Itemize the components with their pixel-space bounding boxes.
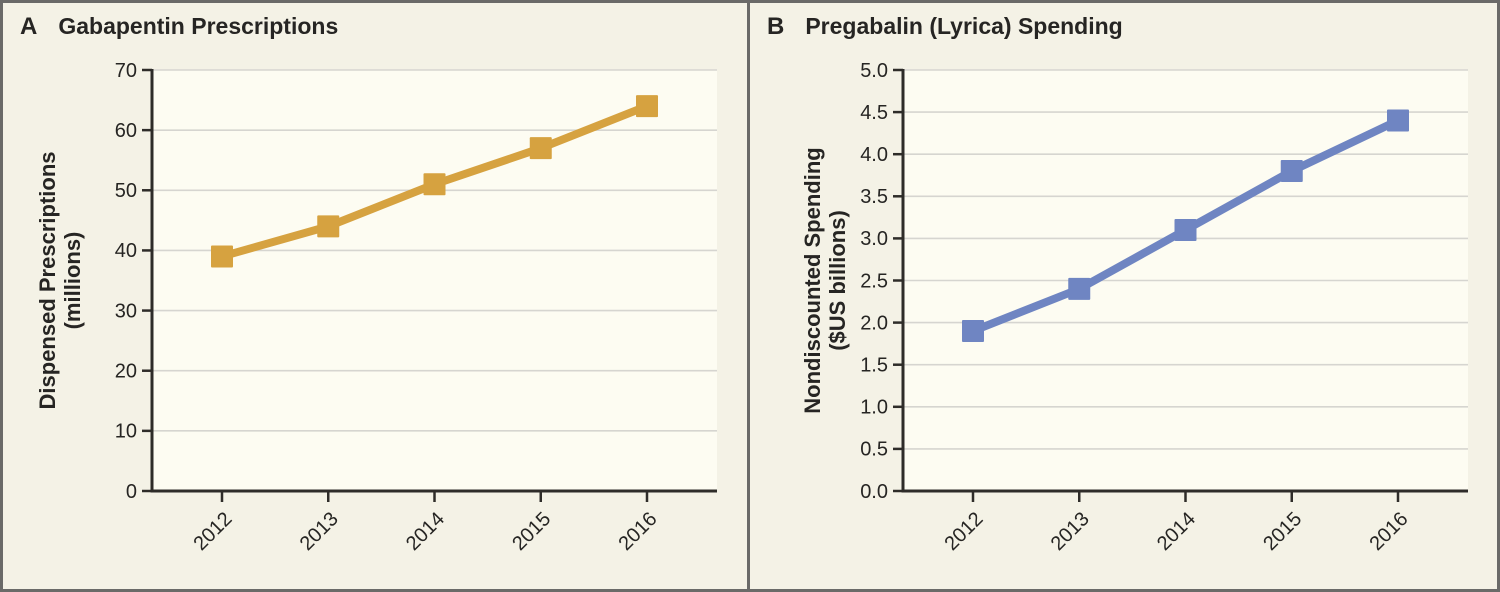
y-axis-label: Nondiscounted Spending($US billions) [800, 147, 850, 413]
panel-b-letter: B [767, 13, 785, 40]
x-tick-label: 2015 [1259, 508, 1306, 555]
panel-pregabalin-spending: B Pregabalin (Lyrica) Spending 0.0 0.5 1.0… [750, 3, 1497, 589]
y-tick-label: 10 [115, 421, 137, 443]
x-tick-label: 2013 [1047, 508, 1094, 555]
line-chart-pregabalin: 0.0 0.5 1.0 1.5 2.0 2.5 3.0 3.5 4.0 4.5 5.0 2012 201… [800, 60, 1468, 555]
data-point-marker [1174, 218, 1197, 241]
line-chart-gabapentin: 0 10 20 30 40 50 60 70 2012 2013 2014 2015 2016 Dispe… [35, 60, 717, 555]
x-tick-label: 2016 [615, 508, 662, 555]
panel-a-title: A Gabapentin Prescriptions [20, 13, 338, 41]
panel-divider [747, 3, 750, 589]
data-point-marker [1068, 277, 1091, 300]
x-tick-label: 2012 [941, 508, 988, 555]
panel-a-heading: Gabapentin Prescriptions [58, 13, 339, 39]
panel-gabapentin-prescriptions: A Gabapentin Prescriptions 0 10 20 30 40 50 60… [3, 3, 747, 589]
panel-b-title: B Pregabalin (Lyrica) Spending [767, 13, 1123, 41]
y-tick-label: 2.0 [860, 312, 888, 334]
y-tick-label: 5.0 [860, 60, 888, 82]
data-point-marker [529, 137, 552, 160]
panel-b-heading: Pregabalin (Lyrica) Spending [805, 13, 1123, 39]
y-tick-label: 2.5 [860, 270, 888, 292]
y-axis-label: Dispensed Prescriptions(millions) [35, 152, 85, 410]
y-tick-label: 3.0 [860, 228, 888, 250]
data-point-marker [1387, 109, 1409, 132]
x-tick-label: 2014 [1153, 508, 1200, 555]
x-tick-label: 2013 [296, 508, 343, 555]
y-tick-label: 4.5 [860, 102, 888, 124]
y-tick-label: 70 [115, 60, 137, 82]
data-point-marker [423, 173, 446, 196]
data-point-marker [317, 215, 340, 238]
y-tick-label: 0.5 [860, 439, 888, 461]
y-tick-label: 30 [115, 300, 137, 322]
x-tick-label: 2014 [402, 508, 449, 555]
x-tick-label: 2016 [1366, 508, 1413, 555]
plot-area [152, 70, 717, 491]
data-point-marker [962, 320, 984, 343]
x-tick-label: 2012 [190, 508, 237, 555]
y-tick-label: 4.0 [860, 144, 888, 166]
data-point-marker [211, 245, 233, 268]
x-tick-label: 2015 [508, 508, 555, 555]
panel-a-letter: A [20, 13, 38, 40]
y-tick-label: 20 [115, 361, 137, 383]
y-tick-label: 50 [115, 180, 137, 202]
y-tick-label: 1.0 [860, 397, 888, 419]
y-tick-label: 40 [115, 240, 137, 262]
data-point-marker [1280, 160, 1303, 183]
y-tick-label: 60 [115, 120, 137, 142]
y-tick-label: 1.5 [860, 355, 888, 377]
y-tick-label: 3.5 [860, 186, 888, 208]
data-point-marker [636, 95, 658, 118]
y-tick-label: 0 [126, 481, 137, 503]
y-tick-label: 0.0 [860, 481, 888, 503]
